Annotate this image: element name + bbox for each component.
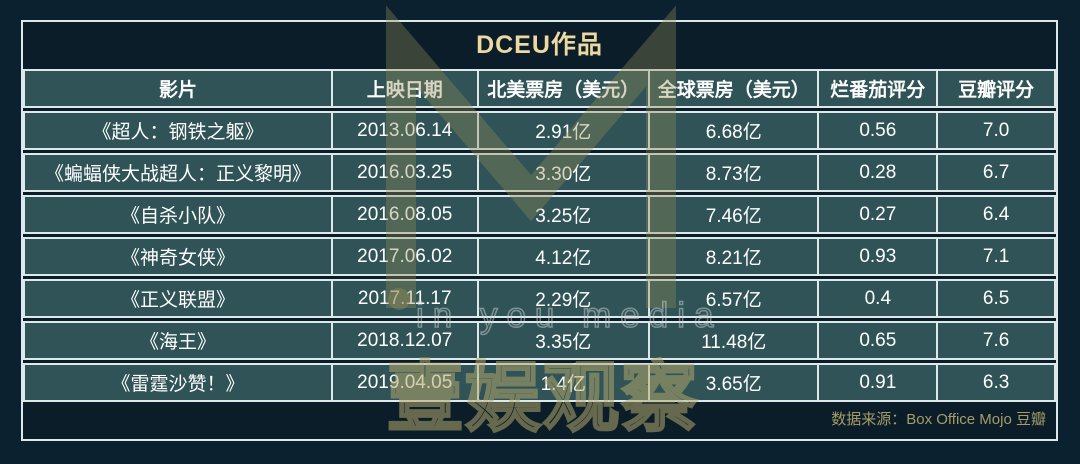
film-title-cell: 《正义联盟》 bbox=[23, 279, 333, 318]
page-title: DCEU作品 bbox=[476, 31, 603, 59]
douban-cell: 6.4 bbox=[938, 195, 1056, 234]
film-title-cell: 《超人：钢铁之躯》 bbox=[23, 111, 333, 150]
douban-cell: 7.1 bbox=[938, 237, 1056, 276]
rotten-tomatoes-cell: 0.65 bbox=[819, 321, 939, 360]
film-title-cell: 《雷霆沙赞！》 bbox=[23, 363, 333, 402]
header-row: 影片 上映日期 北美票房（美元） 全球票房（美元） 烂番茄评分 豆瓣评分 bbox=[23, 69, 1056, 108]
table-row: 《海王》 2018.12.07 3.35亿 11.48亿 0.65 7.6 bbox=[23, 321, 1056, 360]
douban-cell: 6.3 bbox=[938, 363, 1056, 402]
na-boxoffice-cell: 3.35亿 bbox=[478, 321, 651, 360]
release-date-cell: 2013.06.14 bbox=[332, 111, 479, 150]
film-title-cell: 《自杀小队》 bbox=[23, 195, 333, 234]
film-title-cell: 《神奇女侠》 bbox=[23, 237, 333, 276]
film-title-cell: 《蝙蝠侠大战超人：正义黎明》 bbox=[23, 153, 333, 192]
data-source-note: 数据来源：Box Office Mojo 豆瓣 bbox=[831, 411, 1046, 428]
global-boxoffice-cell: 11.48亿 bbox=[650, 321, 820, 360]
na-boxoffice-cell: 4.12亿 bbox=[478, 237, 651, 276]
global-boxoffice-cell: 6.57亿 bbox=[650, 279, 820, 318]
release-date-cell: 2017.11.17 bbox=[332, 279, 479, 318]
global-boxoffice-cell: 6.68亿 bbox=[650, 111, 820, 150]
column-header-release-date: 上映日期 bbox=[332, 69, 479, 108]
rotten-tomatoes-cell: 0.4 bbox=[819, 279, 939, 318]
table-row: 《雷霆沙赞！》 2019.04.05 1.4亿 3.65亿 0.91 6.3 bbox=[23, 363, 1056, 402]
release-date-cell: 2019.04.05 bbox=[332, 363, 479, 402]
column-header-global-boxoffice: 全球票房（美元） bbox=[650, 69, 820, 108]
global-boxoffice-cell: 3.65亿 bbox=[650, 363, 820, 402]
column-header-film: 影片 bbox=[23, 69, 333, 108]
douban-cell: 6.5 bbox=[938, 279, 1056, 318]
global-boxoffice-cell: 8.21亿 bbox=[650, 237, 820, 276]
table-row: 《正义联盟》 2017.11.17 2.29亿 6.57亿 0.4 6.5 bbox=[23, 279, 1056, 318]
na-boxoffice-cell: 2.91亿 bbox=[478, 111, 651, 150]
table-row: 《自杀小队》 2016.08.05 3.25亿 7.46亿 0.27 6.4 bbox=[23, 195, 1056, 234]
rotten-tomatoes-cell: 0.28 bbox=[819, 153, 939, 192]
global-boxoffice-cell: 7.46亿 bbox=[650, 195, 820, 234]
table-panel: DCEU作品 影片 上映日期 北美票房（美元） 全球票房（美元） 烂番茄评分 豆… bbox=[21, 20, 1058, 441]
movies-table: 影片 上映日期 北美票房（美元） 全球票房（美元） 烂番茄评分 豆瓣评分 《超人… bbox=[23, 66, 1056, 405]
release-date-cell: 2016.03.25 bbox=[332, 153, 479, 192]
douban-cell: 6.7 bbox=[938, 153, 1056, 192]
table-row: 《超人：钢铁之躯》 2013.06.14 2.91亿 6.68亿 0.56 7.… bbox=[23, 111, 1056, 150]
column-header-na-boxoffice: 北美票房（美元） bbox=[478, 69, 651, 108]
na-boxoffice-cell: 3.25亿 bbox=[478, 195, 651, 234]
table-row: 《蝙蝠侠大战超人：正义黎明》 2016.03.25 3.30亿 8.73亿 0.… bbox=[23, 153, 1056, 192]
na-boxoffice-cell: 1.4亿 bbox=[478, 363, 651, 402]
release-date-cell: 2016.08.05 bbox=[332, 195, 479, 234]
rotten-tomatoes-cell: 0.91 bbox=[819, 363, 939, 402]
rotten-tomatoes-cell: 0.27 bbox=[819, 195, 939, 234]
release-date-cell: 2017.06.02 bbox=[332, 237, 479, 276]
douban-cell: 7.0 bbox=[938, 111, 1056, 150]
table-row: 《神奇女侠》 2017.06.02 4.12亿 8.21亿 0.93 7.1 bbox=[23, 237, 1056, 276]
column-header-douban: 豆瓣评分 bbox=[938, 69, 1056, 108]
rotten-tomatoes-cell: 0.93 bbox=[819, 237, 939, 276]
film-title-cell: 《海王》 bbox=[23, 321, 333, 360]
douban-cell: 7.6 bbox=[938, 321, 1056, 360]
na-boxoffice-cell: 2.29亿 bbox=[478, 279, 651, 318]
rotten-tomatoes-cell: 0.56 bbox=[819, 111, 939, 150]
release-date-cell: 2018.12.07 bbox=[332, 321, 479, 360]
na-boxoffice-cell: 3.30亿 bbox=[478, 153, 651, 192]
column-header-rotten-tomatoes: 烂番茄评分 bbox=[819, 69, 939, 108]
global-boxoffice-cell: 8.73亿 bbox=[650, 153, 820, 192]
